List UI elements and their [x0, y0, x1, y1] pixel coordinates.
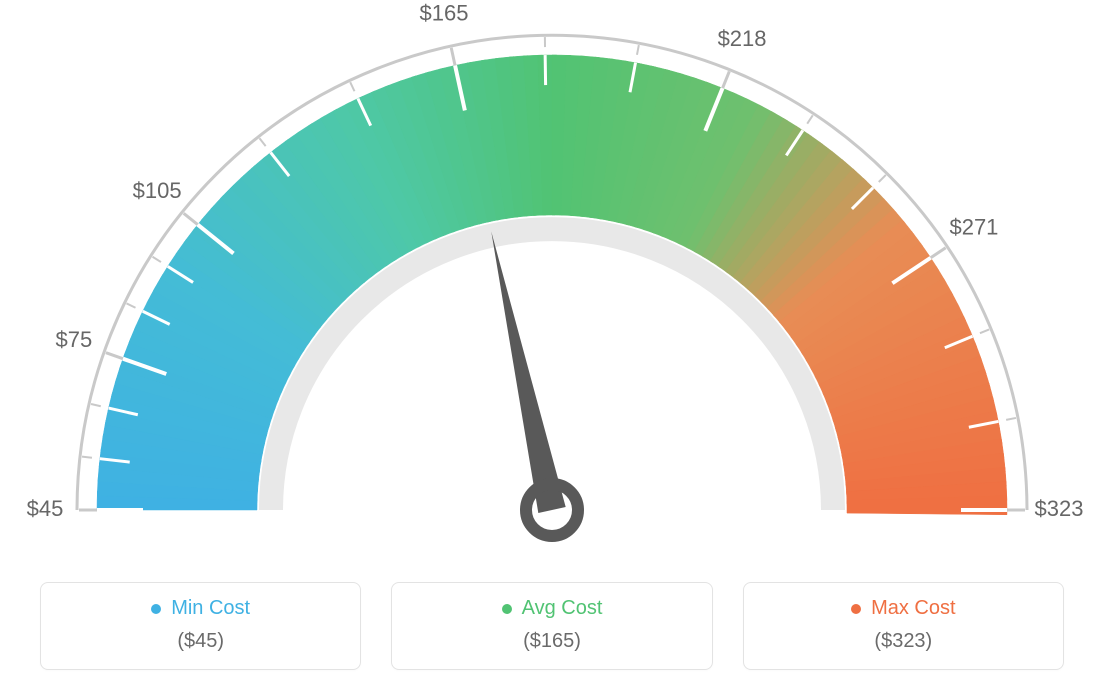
legend-dot-min [151, 604, 161, 614]
legend-card-min: Min Cost ($45) [40, 582, 361, 670]
svg-text:$271: $271 [949, 215, 998, 240]
legend-title-max: Max Cost [871, 597, 955, 620]
legend-row: Min Cost ($45) Avg Cost ($165) Max Cost … [40, 582, 1064, 670]
svg-text:$218: $218 [718, 26, 767, 51]
legend-value-avg: ($165) [392, 630, 711, 653]
legend-card-avg: Avg Cost ($165) [391, 582, 712, 670]
svg-text:$105: $105 [133, 178, 182, 203]
gauge-chart: $45 $75 $105 $165 $218 $271 $323 [0, 0, 1104, 560]
legend-card-max: Max Cost ($323) [743, 582, 1064, 670]
legend-value-max: ($323) [744, 630, 1063, 653]
svg-text:$45: $45 [27, 496, 64, 521]
legend-dot-max [851, 604, 861, 614]
legend-value-min: ($45) [41, 630, 360, 653]
legend-title-avg: Avg Cost [522, 597, 603, 620]
svg-text:$75: $75 [55, 327, 92, 352]
svg-text:$165: $165 [419, 0, 468, 25]
legend-title-min: Min Cost [171, 597, 250, 620]
svg-text:$323: $323 [1035, 496, 1084, 521]
legend-dot-avg [502, 604, 512, 614]
